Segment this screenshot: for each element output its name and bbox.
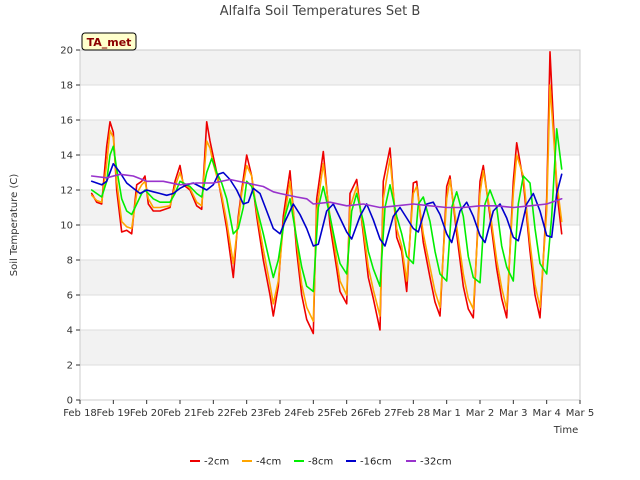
site-label: TA_met	[87, 36, 132, 49]
x-axis: Feb 18 Feb 19 Feb 20 Feb 21 Feb 22 Feb 23 Feb …	[63, 400, 594, 419]
x-tick-label: Feb 18	[63, 408, 97, 419]
x-tick-label: Feb 20	[130, 408, 164, 419]
x-tick-label: Mar 5	[566, 408, 594, 419]
grid-band	[80, 330, 580, 365]
legend-label: -8cm	[308, 457, 333, 468]
y-tick-label: 16	[60, 116, 73, 127]
x-tick-label: Feb 28	[397, 408, 431, 419]
legend-item: -8cm	[294, 457, 333, 468]
x-tick-label: Feb 25	[297, 408, 331, 419]
grid-band	[80, 120, 580, 155]
y-tick-label: 10	[60, 221, 73, 232]
x-tick-label: Feb 21	[163, 408, 197, 419]
y-tick-label: 0	[67, 396, 73, 407]
x-tick-label: Feb 22	[197, 408, 231, 419]
x-tick-label: Feb 23	[230, 408, 264, 419]
x-tick-label: Feb 27	[363, 408, 397, 419]
y-tick-label: 14	[60, 151, 73, 162]
legend-label: -2cm	[204, 457, 229, 468]
y-tick-label: 2	[67, 361, 73, 372]
x-tick-label: Mar 1	[432, 408, 460, 419]
y-tick-label: 12	[60, 186, 73, 197]
y-tick-label: 20	[60, 46, 73, 57]
grid-band	[80, 295, 580, 330]
series-line-minus-16cm	[90, 162, 563, 247]
grid-band	[80, 85, 580, 120]
legend-label: -16cm	[360, 457, 392, 468]
site-label-box: TA_met	[81, 32, 137, 51]
legend: -2cm -4cm -8cm -16cm -32cm	[190, 457, 452, 468]
legend-item: -4cm	[242, 457, 281, 468]
legend-item: -32cm	[406, 457, 452, 468]
x-axis-label: Time	[553, 425, 578, 436]
series-lines	[90, 51, 563, 335]
x-tick-label: Feb 24	[263, 408, 297, 419]
legend-item: -16cm	[346, 457, 392, 468]
chart-title: Alfalfa Soil Temperatures Set B	[220, 4, 421, 19]
grid-band	[80, 155, 580, 190]
x-tick-label: Feb 26	[330, 408, 364, 419]
y-tick-label: 8	[67, 256, 73, 267]
series-line-minus-8cm	[90, 128, 563, 293]
x-tick-label: Mar 3	[499, 408, 527, 419]
grid-band	[80, 50, 580, 85]
grid-band	[80, 260, 580, 295]
y-tick-label: 18	[60, 81, 73, 92]
grid-band	[80, 365, 580, 400]
x-tick-label: Mar 2	[466, 408, 494, 419]
series-line-minus-32cm	[90, 173, 563, 209]
x-tick-label: Feb 19	[97, 408, 131, 419]
y-tick-label: 4	[67, 326, 73, 337]
legend-label: -32cm	[420, 457, 452, 468]
y-axis: 0 2 4 6 8 10 12 14 16 18 20	[60, 46, 80, 407]
y-axis-label: Soil Temperature (C)	[9, 174, 20, 277]
y-tick-label: 6	[67, 291, 73, 302]
legend-label: -4cm	[256, 457, 281, 468]
legend-item: -2cm	[190, 457, 229, 468]
x-tick-label: Mar 4	[532, 408, 560, 419]
